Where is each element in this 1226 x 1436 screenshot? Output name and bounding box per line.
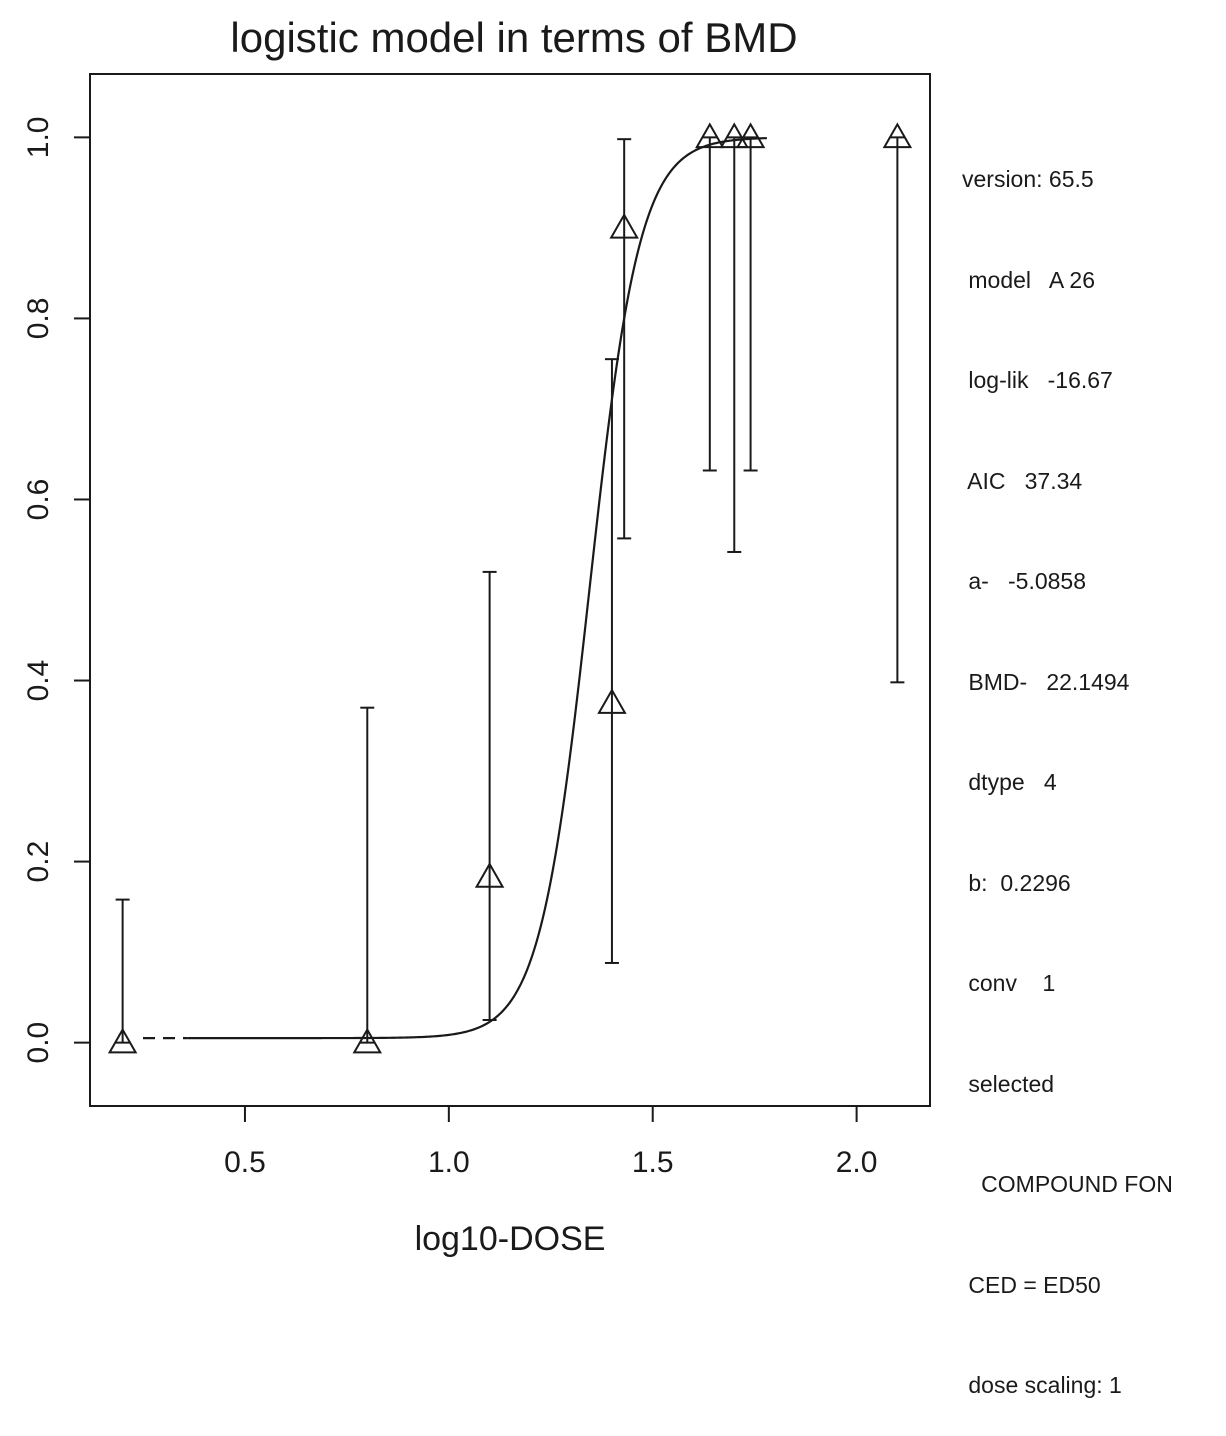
info-bmd: BMD- 22.1494 [962,668,1130,695]
y-tick-label: 0.8 [22,298,55,340]
info-ced: CED = ED50 [962,1271,1101,1298]
data-point [474,861,505,888]
data-point [107,1027,138,1054]
model-info-panel: version: 65.5 model A 26 log-lik -16.67 … [962,96,1173,1436]
info-b: b: 0.2296 [962,869,1071,896]
data-point [352,1027,383,1054]
data-point [882,122,913,149]
y-axis: 0.0 0.2 0.4 0.6 0.8 1.0 [22,117,90,1064]
info-dose-scaling: dose scaling: 1 [962,1372,1122,1398]
info-log-lik: log-lik -16.67 [962,367,1113,393]
data-point [609,212,639,239]
chart: logistic model in terms of BMD 0.5 1.0 1.5… [22,14,931,1258]
info-model: model A 26 [962,266,1095,293]
plot-frame [89,73,931,1107]
info-conv: conv 1 [962,970,1056,996]
y-tick-label: 0.0 [22,1022,55,1064]
info-selected: selected [962,1070,1055,1097]
info-a: a- -5.0858 [962,568,1087,594]
info-compound: COMPOUND FON [962,1171,1173,1197]
x-axis: 0.5 1.0 1.5 2.0 [224,1106,877,1179]
info-version: version: 65.5 [962,166,1094,192]
y-tick-label: 0.6 [22,479,55,521]
error-bars [115,136,905,1044]
info-aic: AIC 37.34 [962,467,1083,494]
x-tick-label: 0.5 [224,1146,266,1179]
data-points [107,122,913,1054]
x-axis-label: log10-DOSE [415,1220,606,1258]
info-dtype: dtype 4 [962,769,1057,795]
fit-curve-line [187,137,767,1040]
y-tick-label: 0.2 [22,841,55,883]
data-point [719,122,749,149]
x-tick-label: 1.5 [632,1146,674,1179]
chart-title: logistic model in terms of BMD [230,14,797,61]
fit-curve [143,137,767,1040]
data-point [695,122,725,149]
y-tick-label: 0.4 [22,660,55,702]
y-tick-label: 1.0 [22,117,55,159]
x-tick-label: 1.0 [428,1146,470,1179]
data-point [735,122,766,149]
data-point [597,688,627,714]
x-tick-label: 2.0 [836,1146,878,1179]
